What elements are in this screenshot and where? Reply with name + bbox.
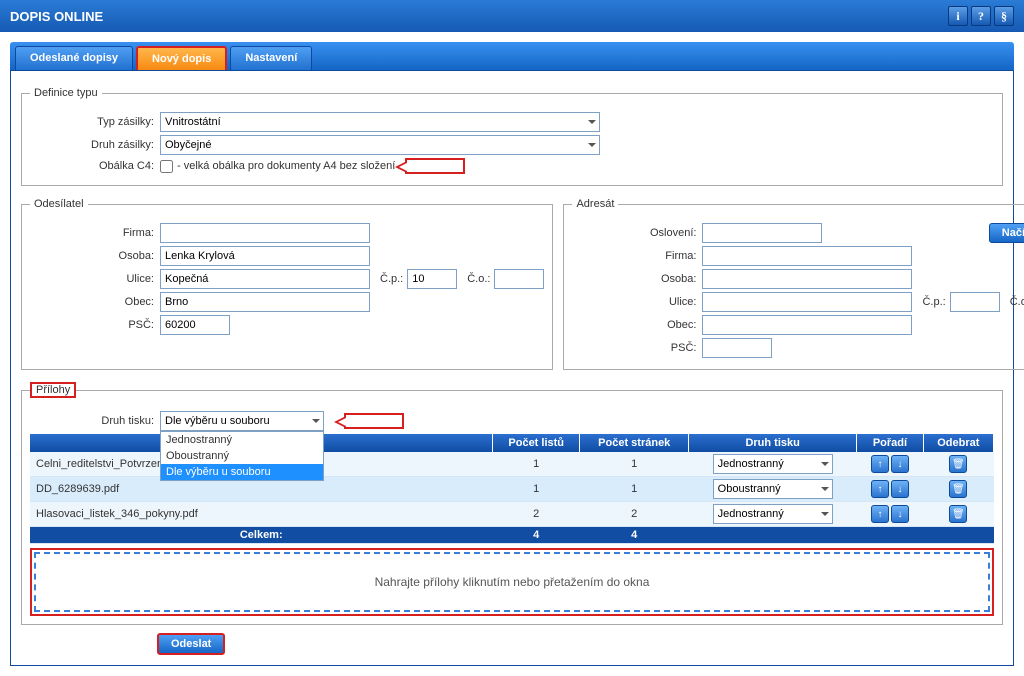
typ-select[interactable]: Vnitrostátní bbox=[160, 112, 600, 132]
sender-ulice-input[interactable] bbox=[160, 269, 370, 289]
sender-cp-input[interactable] bbox=[407, 269, 457, 289]
recip-ulice-input[interactable] bbox=[702, 292, 912, 312]
move-up-icon[interactable]: ↑ bbox=[871, 505, 889, 523]
load-address-button[interactable]: Načíst adresu bbox=[989, 223, 1024, 243]
dd-option-selected[interactable]: Dle výběru u souboru bbox=[161, 464, 323, 480]
sender-ulice-label: Ulice: bbox=[30, 273, 160, 285]
app-title: DOPIS ONLINE bbox=[10, 9, 103, 24]
col-pages: Počet stránek bbox=[580, 434, 689, 452]
sender-psc-label: PSČ: bbox=[30, 319, 160, 331]
table-total-row: Celkem:44 bbox=[30, 527, 994, 544]
fieldset-definition: Definice typu Typ zásilky: Vnitrostátní … bbox=[21, 87, 1003, 186]
move-down-icon[interactable]: ↓ bbox=[891, 455, 909, 473]
obalka-note: - velká obálka pro dokumenty A4 bez slož… bbox=[177, 160, 395, 172]
move-down-icon[interactable]: ↓ bbox=[891, 480, 909, 498]
tab-settings[interactable]: Nastavení bbox=[230, 46, 312, 70]
druh-tisku-select[interactable]: Dle výběru u souboru bbox=[160, 411, 324, 431]
row-type-select[interactable]: Oboustranný bbox=[713, 479, 833, 499]
main-tabs: Odeslané dopisy Nový dopis Nastavení bbox=[10, 42, 1014, 70]
obalka-label: Obálka C4: bbox=[30, 160, 160, 172]
tab-new[interactable]: Nový dopis bbox=[136, 46, 227, 70]
total-label: Celkem: bbox=[30, 527, 492, 544]
obalka-checkbox[interactable] bbox=[160, 160, 173, 173]
dd-option[interactable]: Oboustranný bbox=[161, 448, 323, 464]
cell-pages: 1 bbox=[580, 477, 689, 502]
col-type: Druh tisku bbox=[689, 434, 857, 452]
druh-select[interactable]: Obyčejné bbox=[160, 135, 600, 155]
sender-obec-input[interactable] bbox=[160, 292, 370, 312]
title-bar: DOPIS ONLINE i ? § bbox=[0, 0, 1024, 32]
fieldset-sender: Odesílatel Firma: Osoba: Ulice: Č.p.: Č.… bbox=[21, 198, 553, 370]
druh-tisku-label: Druh tisku: bbox=[30, 415, 160, 427]
sender-firma-input[interactable] bbox=[160, 223, 370, 243]
annotation-arrow-icon bbox=[405, 158, 465, 174]
move-up-icon[interactable]: ↑ bbox=[871, 455, 889, 473]
recip-obec-label: Obec: bbox=[572, 319, 702, 331]
delete-icon[interactable]: 🗑 bbox=[949, 505, 967, 523]
druh-tisku-dropdown: Jednostranný Oboustranný Dle výběru u so… bbox=[160, 431, 324, 481]
cell-lists: 2 bbox=[492, 502, 579, 527]
fieldset-attachments: Přílohy Druh tisku: Dle výběru u souboru… bbox=[21, 382, 1003, 625]
move-down-icon[interactable]: ↓ bbox=[891, 505, 909, 523]
cell-pages: 1 bbox=[580, 452, 689, 477]
tab-sent[interactable]: Odeslané dopisy bbox=[15, 46, 133, 70]
title-icons: i ? § bbox=[948, 6, 1014, 26]
upload-dropzone[interactable]: Nahrajte přílohy kliknutím nebo přetažen… bbox=[34, 552, 990, 612]
settings-icon[interactable]: § bbox=[994, 6, 1014, 26]
legend-attachments: Přílohy bbox=[30, 382, 76, 398]
cell-lists: 1 bbox=[492, 452, 579, 477]
sender-co-label: Č.o.: bbox=[467, 273, 490, 285]
sender-osoba-label: Osoba: bbox=[30, 250, 160, 262]
table-row: Hlasovaci_listek_346_pokyny.pdf22Jednost… bbox=[30, 502, 994, 527]
legend-sender: Odesílatel bbox=[30, 198, 88, 210]
recip-ulice-label: Ulice: bbox=[572, 296, 702, 308]
recip-obec-input[interactable] bbox=[702, 315, 912, 335]
sender-co-input[interactable] bbox=[494, 269, 544, 289]
sender-obec-label: Obec: bbox=[30, 296, 160, 308]
total-lists: 4 bbox=[492, 527, 579, 544]
fieldset-recipient: Adresát Oslovení: Načíst adresu Firma: O… bbox=[563, 198, 1024, 370]
sender-firma-label: Firma: bbox=[30, 227, 160, 239]
recip-osoba-input[interactable] bbox=[702, 269, 912, 289]
recip-firma-label: Firma: bbox=[572, 250, 702, 262]
info-icon[interactable]: i bbox=[948, 6, 968, 26]
sender-cp-label: Č.p.: bbox=[380, 273, 403, 285]
sender-osoba-input[interactable] bbox=[160, 246, 370, 266]
recip-osloveni-input[interactable] bbox=[702, 223, 822, 243]
dd-option[interactable]: Jednostranný bbox=[161, 432, 323, 448]
sender-psc-input[interactable] bbox=[160, 315, 230, 335]
recip-firma-input[interactable] bbox=[702, 246, 912, 266]
col-lists: Počet listů bbox=[492, 434, 579, 452]
recip-psc-input[interactable] bbox=[702, 338, 772, 358]
cell-name: Hlasovaci_listek_346_pokyny.pdf bbox=[30, 502, 492, 527]
recip-cp-input[interactable] bbox=[950, 292, 1000, 312]
legend-recipient: Adresát bbox=[572, 198, 618, 210]
druh-label: Druh zásilky: bbox=[30, 139, 160, 151]
delete-icon[interactable]: 🗑 bbox=[949, 480, 967, 498]
dropzone-highlight: Nahrajte přílohy kliknutím nebo přetažen… bbox=[30, 548, 994, 616]
row-type-select[interactable]: Jednostranný bbox=[713, 504, 833, 524]
move-up-icon[interactable]: ↑ bbox=[871, 480, 889, 498]
recip-osoba-label: Osoba: bbox=[572, 273, 702, 285]
recip-osloveni-label: Oslovení: bbox=[572, 227, 702, 239]
typ-label: Typ zásilky: bbox=[30, 116, 160, 128]
cell-pages: 2 bbox=[580, 502, 689, 527]
submit-button[interactable]: Odeslat bbox=[157, 633, 225, 655]
row-type-select[interactable]: Jednostranný bbox=[713, 454, 833, 474]
col-remove: Odebrat bbox=[923, 434, 993, 452]
help-icon[interactable]: ? bbox=[971, 6, 991, 26]
cell-lists: 1 bbox=[492, 477, 579, 502]
recip-psc-label: PSČ: bbox=[572, 342, 702, 354]
delete-icon[interactable]: 🗑 bbox=[949, 455, 967, 473]
annotation-arrow-icon bbox=[344, 413, 404, 429]
col-order: Pořadí bbox=[857, 434, 923, 452]
recip-cp-label: Č.p.: bbox=[922, 296, 945, 308]
total-pages: 4 bbox=[580, 527, 689, 544]
legend-definition: Definice typu bbox=[30, 87, 102, 99]
recip-co-label: Č.o.: bbox=[1010, 296, 1024, 308]
